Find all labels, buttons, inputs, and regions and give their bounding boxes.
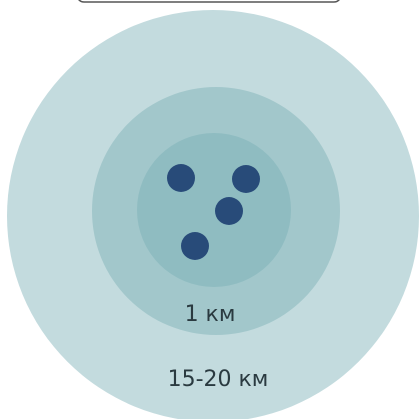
- dot-marker: [181, 232, 209, 260]
- top-bar: [78, 0, 340, 3]
- dot-marker: [232, 165, 260, 193]
- outer-radius-label: 15-20 км: [168, 367, 269, 392]
- dot-marker: [215, 197, 243, 225]
- inner-zone-circle: [137, 133, 291, 287]
- inner-radius-label: 1 км: [185, 302, 236, 327]
- dot-marker: [167, 164, 195, 192]
